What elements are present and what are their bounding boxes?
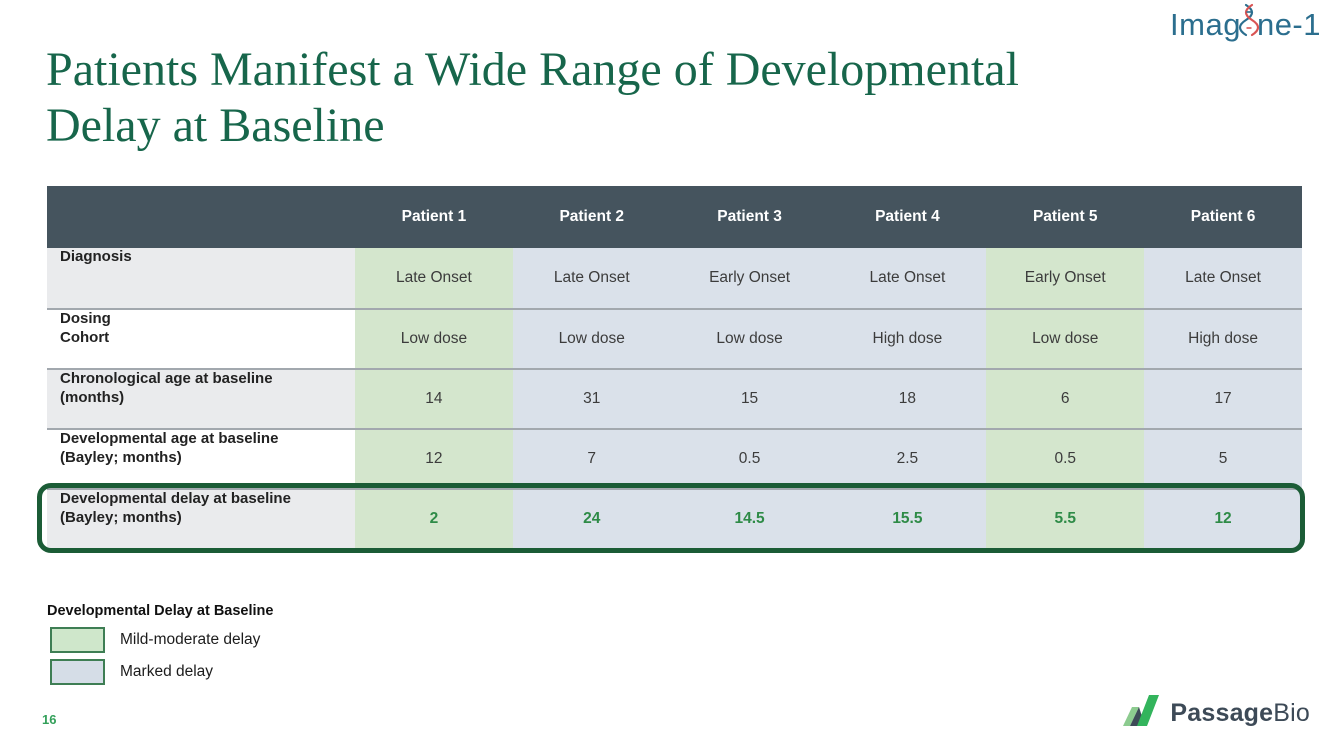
header-cell-blank — [47, 186, 355, 248]
legend-title: Developmental Delay at Baseline — [47, 603, 274, 619]
cell-dev-age-p3: 0.5 — [670, 428, 829, 488]
cell-dev-delay-p3: 14.5 — [670, 488, 829, 548]
row-label-line1: Diagnosis — [60, 248, 132, 265]
legend: Developmental Delay at Baseline Mild-mod… — [47, 603, 273, 691]
header-cell-patient-4: Patient 4 — [828, 186, 987, 248]
page-number: 16 — [42, 712, 57, 727]
passagebio-wordmark: PassageBio — [1170, 699, 1310, 728]
row-label-developmental-delay: Developmental delay at baseline (Bayley;… — [47, 488, 355, 548]
header-cell-patient-6: Patient 6 — [1144, 186, 1302, 248]
row-label-dosing-cohort: Dosing Cohort — [47, 308, 355, 368]
cell-diagnosis-p4: Late Onset — [828, 248, 987, 308]
cell-dev-delay-p1: 2 — [355, 488, 513, 548]
legend-swatch-marked-blue — [50, 659, 105, 685]
cell-chron-age-p4: 18 — [828, 368, 987, 428]
page-title: Patients Manifest a Wide Range of Develo… — [46, 42, 1246, 154]
header-cell-patient-3: Patient 3 — [670, 186, 829, 248]
cell-dev-delay-p6: 12 — [1144, 488, 1302, 548]
header-cell-patient-1: Patient 1 — [355, 186, 513, 248]
row-label-line1: Developmental age at baseline — [60, 430, 279, 447]
row-label-line2: (Bayley; months) — [60, 508, 182, 526]
cell-diagnosis-p1: Late Onset — [355, 248, 513, 308]
cell-dev-age-p5: 0.5 — [986, 428, 1145, 488]
legend-item-marked: Marked delay — [50, 659, 273, 685]
page-title-line2: Delay at Baseline — [46, 99, 385, 153]
row-label-line2: Cohort — [60, 328, 110, 346]
page-title-line1: Patients Manifest a Wide Range of Develo… — [46, 43, 1019, 96]
cell-chron-age-p5: 6 — [986, 368, 1145, 428]
row-label-line2: (Bayley; months) — [60, 448, 182, 466]
cell-chron-age-p1: 14 — [355, 368, 513, 428]
legend-label-mild: Mild-moderate delay — [120, 631, 261, 648]
brand-text-bio: Bio — [1273, 699, 1310, 727]
cell-dev-delay-p5: 5.5 — [986, 488, 1145, 548]
dna-helix-icon — [1238, 3, 1260, 44]
passagebio-icon — [1121, 694, 1161, 733]
cell-dev-delay-p2: 24 — [512, 488, 671, 548]
cell-dosing-p2: Low dose — [512, 308, 671, 368]
imagine-logo-text-right: ne-1 — [1256, 7, 1321, 42]
row-label-developmental-age: Developmental age at baseline (Bayley; m… — [47, 428, 355, 488]
row-label-diagnosis: Diagnosis — [47, 248, 355, 308]
cell-chron-age-p3: 15 — [670, 368, 829, 428]
cell-chron-age-p2: 31 — [512, 368, 671, 428]
row-label-line1: Chronological age at baseline — [60, 370, 273, 387]
cell-dosing-p6: High dose — [1144, 308, 1302, 368]
header-cell-patient-5: Patient 5 — [986, 186, 1145, 248]
cell-dosing-p3: Low dose — [670, 308, 829, 368]
cell-dev-age-p1: 12 — [355, 428, 513, 488]
legend-item-mild: Mild-moderate delay — [50, 627, 273, 653]
cell-diagnosis-p6: Late Onset — [1144, 248, 1302, 308]
brand-text-passage: Passage — [1170, 699, 1274, 727]
header-cell-patient-2: Patient 2 — [512, 186, 671, 248]
cell-dev-age-p2: 7 — [512, 428, 671, 488]
cell-dosing-p1: Low dose — [355, 308, 513, 368]
cell-chron-age-p6: 17 — [1144, 368, 1302, 428]
legend-label-marked: Marked delay — [120, 663, 214, 680]
row-label-chronological-age: Chronological age at baseline (months) — [47, 368, 355, 428]
row-label-line2: (months) — [60, 388, 125, 406]
row-label-line1: Developmental delay at baseline — [60, 490, 291, 507]
passagebio-logo: PassageBio — [1121, 694, 1310, 733]
cell-diagnosis-p2: Late Onset — [512, 248, 671, 308]
cell-dosing-p5: Low dose — [986, 308, 1145, 368]
cell-dev-age-p6: 5 — [1144, 428, 1302, 488]
cell-diagnosis-p3: Early Onset — [670, 248, 829, 308]
imagine-logo-text-left: Imag — [1170, 7, 1241, 42]
cell-dev-delay-p4: 15.5 — [828, 488, 987, 548]
legend-swatch-mild-green — [50, 627, 105, 653]
patient-data-table: Patient 1 Patient 2 Patient 3 Patient 4 … — [47, 186, 1302, 548]
imagine-1-logo: Imag ne-1 — [1170, 3, 1321, 46]
cell-dosing-p4: High dose — [828, 308, 987, 368]
cell-diagnosis-p5: Early Onset — [986, 248, 1145, 308]
row-label-line1: Dosing — [60, 310, 111, 327]
cell-dev-age-p4: 2.5 — [828, 428, 987, 488]
